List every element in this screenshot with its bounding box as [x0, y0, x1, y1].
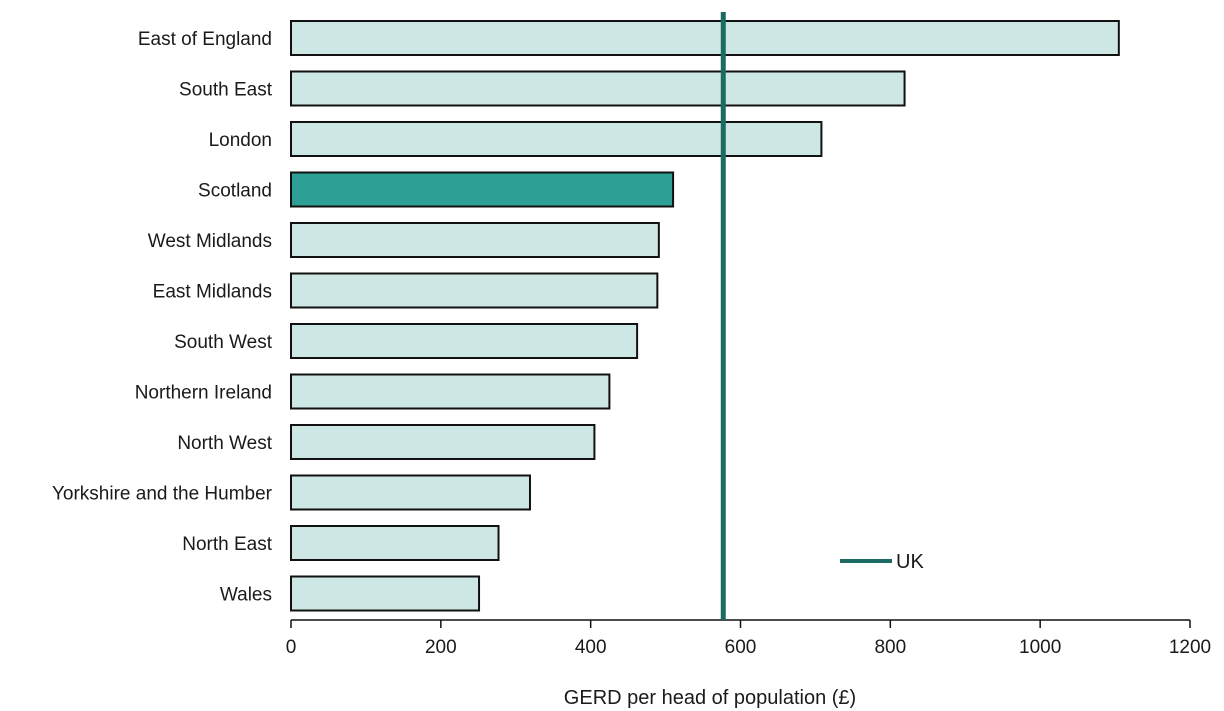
bar-east-of-england	[290, 20, 1120, 56]
bar-wales	[290, 575, 481, 612]
category-labels: East of England South East London Scotland W…	[52, 29, 273, 606]
x-tick-label-1000: 1000	[1019, 637, 1061, 658]
category-label-south-east: South East	[179, 80, 273, 101]
category-label-northern-ireland: Northern Ireland	[135, 383, 272, 404]
category-label-north-east: North East	[182, 534, 272, 555]
category-label-north-west: North West	[177, 433, 272, 454]
x-tick-label-400: 400	[575, 637, 607, 658]
bar-north-east	[290, 525, 500, 561]
x-tick-label-600: 600	[725, 637, 757, 658]
x-tick-label-800: 800	[874, 637, 906, 658]
bar-north-west	[290, 424, 596, 460]
bar-south-east	[290, 70, 906, 107]
bar-london	[290, 121, 823, 157]
category-label-east-of-england: East of England	[138, 29, 272, 50]
x-tick-label-200: 200	[425, 637, 457, 658]
category-label-london: London	[209, 130, 272, 151]
bar-west-midlands	[290, 222, 660, 258]
category-label-east-midlands: East Midlands	[153, 282, 272, 303]
legend: UK	[840, 551, 924, 573]
bar-south-west	[290, 323, 639, 359]
category-label-scotland: Scotland	[198, 181, 272, 202]
bar-east-midlands	[290, 272, 659, 309]
legend-label-uk: UK	[896, 551, 924, 573]
bar-yorkshire-and-the-humber	[290, 474, 531, 511]
x-axis: 0 200 400 600 800 1000 1200	[286, 619, 1211, 658]
category-label-west-midlands: West Midlands	[148, 231, 272, 252]
bar-northern-ireland	[290, 373, 611, 410]
x-axis-title: GERD per head of population (£)	[564, 687, 856, 709]
bars-layer	[290, 20, 1120, 612]
x-tick-label-0: 0	[286, 637, 297, 658]
bar-scotland	[290, 171, 675, 208]
category-label-yorkshire-and-the-humber: Yorkshire and the Humber	[52, 484, 273, 505]
x-tick-label-1200: 1200	[1169, 637, 1211, 658]
category-label-wales: Wales	[220, 585, 272, 606]
category-label-south-west: South West	[174, 332, 273, 353]
